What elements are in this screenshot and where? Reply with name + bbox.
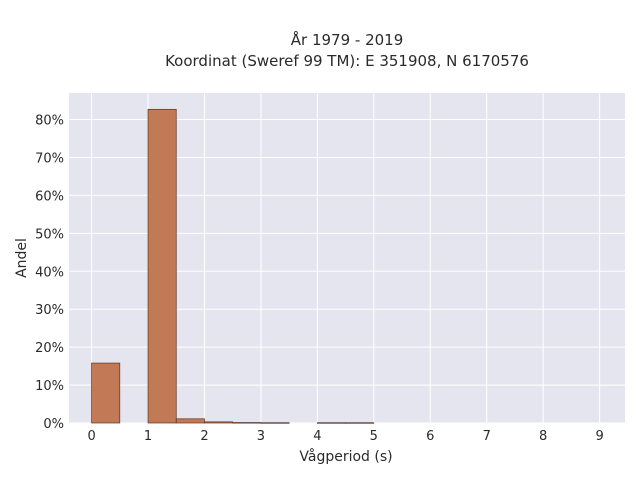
histogram-bar bbox=[232, 422, 262, 424]
histogram-bar bbox=[147, 108, 177, 424]
x-tick-labels: 0 1 2 3 4 5 6 7 8 9 bbox=[87, 429, 603, 444]
y-tick-label: 10% bbox=[35, 379, 64, 394]
y-tick-label: 70% bbox=[35, 151, 64, 166]
x-tick-label: 5 bbox=[370, 429, 378, 444]
x-axis-label: Vågperiod (s) bbox=[299, 448, 392, 465]
histogram-bar bbox=[345, 422, 375, 424]
y-tick-label: 80% bbox=[35, 114, 64, 129]
y-tick-label: 0% bbox=[43, 417, 64, 432]
x-tick-label: 4 bbox=[313, 429, 321, 444]
chart-title-line-1: År 1979 - 2019 bbox=[291, 30, 404, 49]
histogram-bar bbox=[175, 418, 205, 424]
x-tick-label: 8 bbox=[539, 429, 547, 444]
histogram-bars bbox=[91, 108, 375, 424]
x-tick-label: 3 bbox=[257, 429, 265, 444]
x-tick-label: 9 bbox=[595, 429, 603, 444]
y-tick-labels: 0% 10% 20% 30% 40% 50% 60% 70% 80% bbox=[35, 114, 64, 432]
histogram-bar bbox=[260, 422, 290, 424]
y-axis-label: Andel bbox=[14, 238, 30, 278]
x-tick-label: 1 bbox=[144, 429, 152, 444]
y-tick-label: 20% bbox=[35, 341, 64, 356]
x-tick-label: 7 bbox=[483, 429, 491, 444]
y-tick-label: 30% bbox=[35, 303, 64, 318]
y-tick-label: 60% bbox=[35, 189, 64, 204]
histogram-bar bbox=[317, 422, 346, 424]
histogram-bar bbox=[204, 421, 234, 424]
chart-title-line-2: Koordinat (Sweref 99 TM): E 351908, N 61… bbox=[165, 52, 529, 70]
x-tick-label: 2 bbox=[200, 429, 208, 444]
histogram-bar bbox=[91, 362, 121, 424]
y-tick-label: 50% bbox=[35, 227, 64, 242]
x-tick-label: 0 bbox=[87, 429, 95, 444]
x-tick-label: 6 bbox=[426, 429, 434, 444]
y-tick-label: 40% bbox=[35, 265, 64, 280]
